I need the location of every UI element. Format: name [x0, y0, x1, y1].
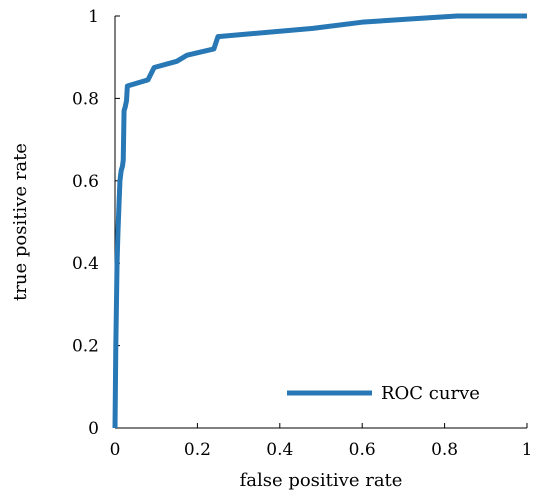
y-ticks: 0 0.2 0.4 0.6 0.8 1 — [72, 7, 120, 439]
legend: ROC curve — [287, 383, 480, 404]
y-axis-title: true positive rate — [10, 143, 31, 301]
y-tick-label: 0.8 — [72, 89, 99, 109]
legend-label-roc-curve: ROC curve — [381, 383, 480, 404]
y-tick-label: 0 — [88, 419, 99, 439]
roc-curve-line — [112, 13, 527, 429]
x-tick-label: 0.4 — [266, 440, 293, 460]
x-tick-label: 0.8 — [431, 440, 458, 460]
y-tick-label: 0.6 — [72, 172, 99, 192]
x-tick-label: 0 — [110, 440, 121, 460]
y-tick-label: 0.4 — [72, 254, 99, 274]
x-tick-label: 1 — [522, 440, 533, 460]
y-tick-label: 1 — [88, 7, 99, 27]
x-tick-label: 0.2 — [184, 440, 211, 460]
plot-area: 0 0.2 0.4 0.6 0.8 1 0 0.2 0.4 0.6 0.8 1 — [72, 7, 532, 460]
y-tick-label: 0.2 — [72, 337, 99, 357]
x-tick-label: 0.6 — [349, 440, 376, 460]
x-axis-title: false positive rate — [240, 470, 403, 491]
x-ticks: 0 0.2 0.4 0.6 0.8 1 — [110, 423, 533, 460]
